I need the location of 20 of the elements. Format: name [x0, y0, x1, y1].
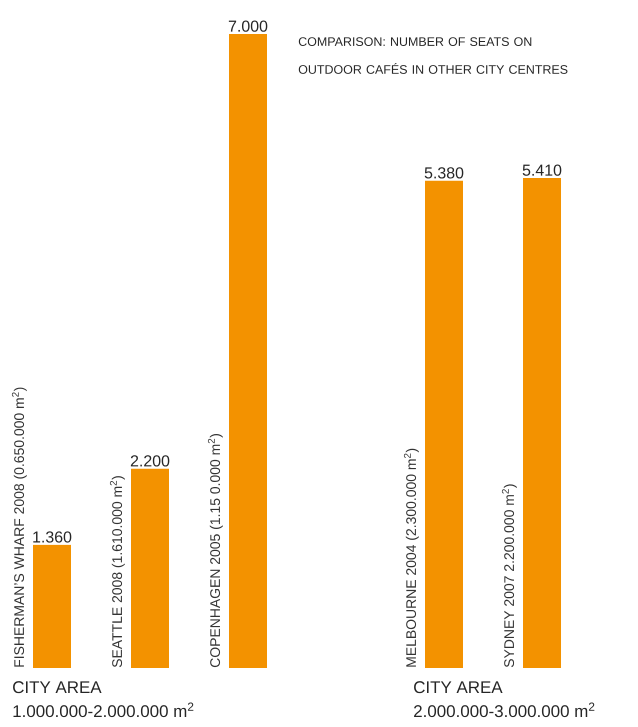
text: 2.000.000-3.000.000 m$^{2}$ [414, 702, 594, 718]
text: CITY AREA [13, 681, 102, 694]
x-tick-label: FISHERMAN’S WHARF 2008 (0.650.000 m$^{2}$) [12, 388, 27, 667]
bar [33, 544, 71, 668]
x-tick-label: COPENHAGEN 2005 (1.15 0.000 m$^{2}$) [208, 434, 223, 668]
bar [131, 468, 169, 668]
data-label: 2.200 [130, 455, 170, 467]
text: 1.000.000-2.000.000 m$^{2}$ [13, 702, 194, 718]
bar [229, 34, 268, 668]
x-tick-label: SYDNEY 2007 2.200.000 m$^{2}$) [502, 484, 517, 668]
bar [425, 180, 464, 668]
chart-title: COMPARISON: NUMBER OF SEATS ON OUTDOOR CAFÉS IN OTHER CITY CENTRES [298, 37, 568, 74]
data-label: 5.380 [424, 167, 464, 179]
bar [523, 178, 562, 668]
text: CITY AREA [414, 681, 503, 694]
data-label: 5.410 [522, 164, 562, 176]
data-label: 1.360 [33, 531, 72, 543]
x-tick-label: SEATTLE 2008 (1.610.000 m$^{2}$) [110, 476, 125, 668]
data-label: 7.000 [228, 20, 268, 32]
x-tick-label: MELBOURNE 2004 (2.300.000 m$^{2}$) [404, 448, 419, 667]
